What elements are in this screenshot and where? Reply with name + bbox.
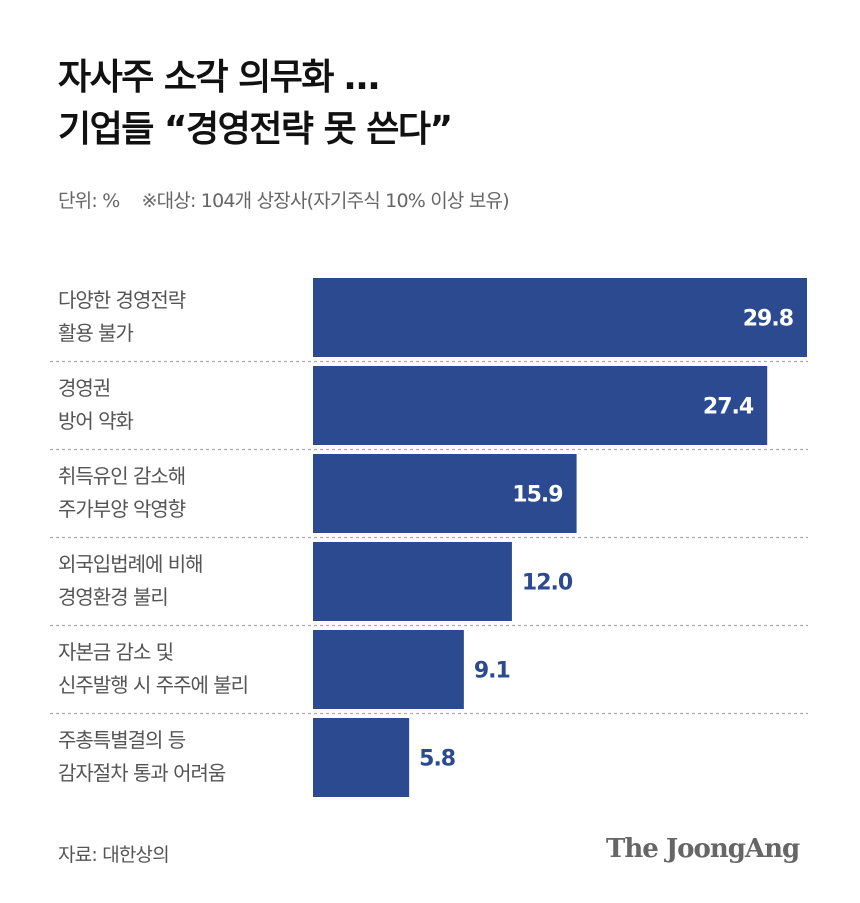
category-label: 경영환경 불리 <box>58 585 168 609</box>
category-label: 취득유인 감소해 <box>58 464 185 488</box>
source-note: 자료: 대한상의 <box>58 844 170 866</box>
category-label: 감자절차 통과 어려움 <box>58 761 226 785</box>
category-label: 다양한 경영전략 <box>58 288 186 312</box>
category-label: 자본금 감소 및 <box>58 640 173 664</box>
category-label: 주총특별결의 등 <box>58 728 186 752</box>
category-label: 방어 약화 <box>58 409 134 433</box>
category-label: 주가부양 악영향 <box>58 497 186 521</box>
value-label: 15.9 <box>512 483 562 508</box>
category-label: 활용 불가 <box>58 321 134 345</box>
value-label: 27.4 <box>703 395 754 420</box>
category-label: 신주발행 시 주주에 불리 <box>58 673 248 697</box>
unit-label: 단위: % <box>58 190 120 212</box>
bar <box>313 630 464 709</box>
bar <box>313 278 807 357</box>
bar <box>313 718 410 797</box>
value-label: 5.8 <box>419 747 455 772</box>
value-label: 12.0 <box>522 571 573 596</box>
bar <box>313 454 577 533</box>
chart-title: 자사주 소각 의무화 … 기업들 “경영전략 못 쓴다” <box>58 52 453 156</box>
sample-note: ※대상: 104개 상장사(자기주식 10% 이상 보유) <box>141 190 509 212</box>
bar <box>313 542 512 621</box>
publisher-logo: The JoongAng <box>606 834 800 864</box>
value-label: 29.8 <box>743 307 793 332</box>
category-label: 경영권 <box>58 376 110 400</box>
category-label: 외국입법례에 비해 <box>58 552 203 576</box>
value-label: 9.1 <box>474 659 510 684</box>
title-line-2: 기업들 “경영전략 못 쓴다” <box>58 109 453 150</box>
title-line-1: 자사주 소각 의무화 … <box>58 57 380 98</box>
bar <box>313 366 768 445</box>
subtitle: 단위: % ※대상: 104개 상장사(자기주식 10% 이상 보유) <box>58 186 531 213</box>
